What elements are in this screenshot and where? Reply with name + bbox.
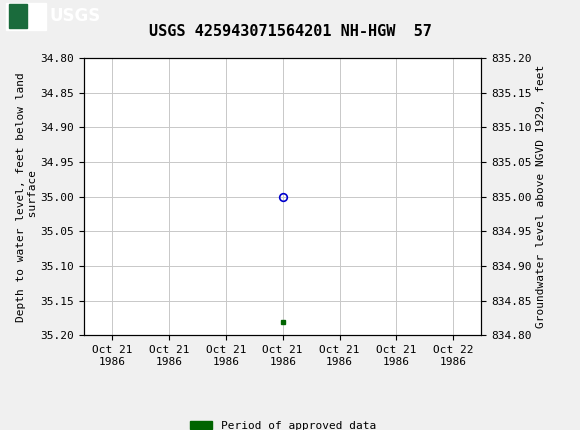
Text: USGS: USGS xyxy=(49,7,100,25)
Bar xyxy=(9,4,27,28)
Y-axis label: Depth to water level, feet below land
 surface: Depth to water level, feet below land su… xyxy=(16,72,38,322)
Legend: Period of approved data: Period of approved data xyxy=(185,416,380,430)
Text: USGS 425943071564201 NH-HGW  57: USGS 425943071564201 NH-HGW 57 xyxy=(148,24,432,39)
Bar xyxy=(6,3,46,30)
Y-axis label: Groundwater level above NGVD 1929, feet: Groundwater level above NGVD 1929, feet xyxy=(536,65,546,329)
